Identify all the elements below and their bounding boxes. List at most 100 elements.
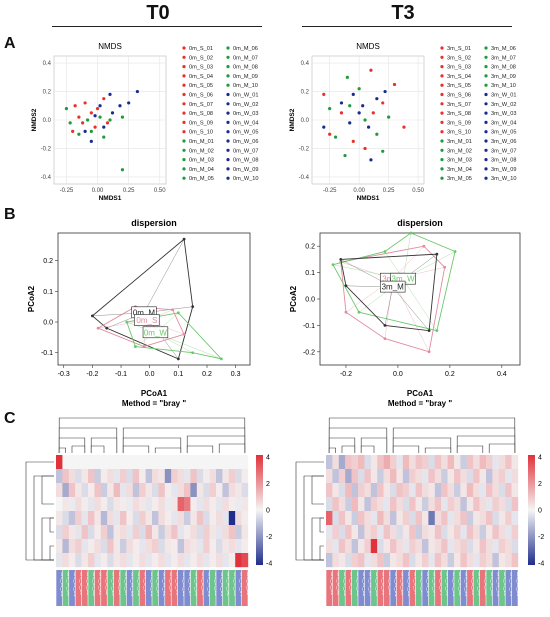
heatmap-cell bbox=[498, 497, 506, 512]
heatmap-cell bbox=[332, 553, 339, 568]
nmds-legend-swatch bbox=[484, 158, 488, 162]
nmds-legend-label: 3m_S_06 bbox=[447, 93, 471, 99]
heatmap-column-label: 3m_W_04 bbox=[425, 572, 431, 597]
nmds-legend-label: 3m_M_10 bbox=[491, 83, 516, 89]
heatmap-cell bbox=[235, 483, 242, 498]
heatmap-column-dendrogram bbox=[71, 445, 86, 453]
heatmap-column-label-bg bbox=[107, 570, 114, 606]
heatmap-column-label-bg bbox=[235, 570, 242, 606]
dispersion-point-green bbox=[125, 320, 129, 324]
heatmap-column-label-bg bbox=[229, 570, 235, 606]
heatmap-cell bbox=[492, 497, 499, 512]
nmds-point-mid bbox=[357, 87, 361, 91]
nmds-legend-label: 3m_S_03 bbox=[447, 65, 471, 71]
nmds-legend-swatch bbox=[440, 167, 444, 171]
heatmap-cell bbox=[370, 455, 378, 470]
heatmap-cell bbox=[447, 497, 455, 512]
nmds-legend-swatch bbox=[440, 74, 444, 78]
heatmap-column-label-bg bbox=[479, 570, 486, 606]
dispersion-ytick-label: -0.1 bbox=[303, 323, 315, 330]
dispersion-point-grey bbox=[435, 252, 439, 256]
heatmap-cell bbox=[434, 497, 442, 512]
heatmap-legend-tick: -4 bbox=[266, 561, 272, 568]
heatmap-cell bbox=[492, 511, 499, 526]
nmds-legend-swatch bbox=[226, 74, 230, 78]
nmds-legend-label: 0m_S_01 bbox=[189, 46, 213, 52]
heatmap-cell bbox=[460, 455, 467, 470]
heatmap-column-label-bg bbox=[499, 570, 505, 606]
heatmap-column-dendrogram bbox=[122, 445, 150, 453]
nmds-legend-swatch bbox=[182, 55, 186, 59]
heatmap-cell bbox=[241, 525, 249, 540]
heatmap-cell bbox=[454, 539, 461, 554]
nmds-ytick-label: -0.2 bbox=[41, 146, 52, 152]
heatmap-cell bbox=[107, 469, 114, 484]
heatmap-column-dendrogram bbox=[392, 445, 420, 453]
heatmap-column-label: 3m_W_05 bbox=[406, 572, 412, 597]
heatmap-column-label-bg bbox=[415, 570, 422, 606]
dispersion-xtick-label: 0.1 bbox=[173, 371, 183, 378]
heatmap-legend-tick: 0 bbox=[266, 508, 270, 515]
nmds-xtick-label: 0.50 bbox=[412, 188, 424, 194]
dispersion-point-green bbox=[133, 345, 137, 348]
nmds-legend-label: 0m_M_10 bbox=[233, 83, 258, 89]
panel-letter-c: C bbox=[4, 410, 16, 427]
heatmap-cell bbox=[222, 511, 229, 526]
heatmap-cell bbox=[222, 525, 229, 540]
heatmap-cell bbox=[190, 497, 197, 512]
heatmap-cell bbox=[196, 483, 204, 498]
nmds-point-root bbox=[322, 125, 326, 129]
heatmap-cell bbox=[396, 539, 403, 554]
heatmap-column-label: 0m_S_04 bbox=[168, 572, 174, 595]
nmds-point-soil bbox=[77, 115, 81, 119]
heatmap-cell bbox=[434, 525, 442, 540]
heatmap-cell bbox=[358, 539, 365, 554]
heatmap-column-label: 0m_M_06 bbox=[194, 572, 200, 596]
heatmap-cell bbox=[94, 483, 101, 498]
nmds-legend-label: 0m_S_02 bbox=[189, 55, 213, 61]
nmds-point-mid bbox=[102, 135, 106, 139]
heatmap-column-label: 3m_M_06 bbox=[374, 572, 380, 596]
nmds-point-root bbox=[366, 125, 371, 129]
heatmap-cell bbox=[505, 455, 512, 470]
nmds-legend-swatch bbox=[182, 74, 186, 78]
heatmap-cell bbox=[241, 553, 249, 568]
heatmap-cell bbox=[415, 511, 423, 526]
heatmap-cell bbox=[338, 497, 346, 512]
nmds-legend-label: 0m_M_07 bbox=[233, 55, 258, 61]
heatmap-cell bbox=[126, 483, 133, 498]
heatmap-cell bbox=[428, 539, 435, 554]
heatmap-cell bbox=[383, 511, 391, 526]
heatmap-cell bbox=[370, 553, 378, 568]
heatmap-column-dendrogram bbox=[186, 445, 214, 453]
heatmap-cell bbox=[473, 497, 480, 512]
heatmap-cell bbox=[460, 539, 467, 554]
heatmap-cell bbox=[409, 469, 416, 484]
nmds-ylabel: NMDS2 bbox=[289, 108, 296, 131]
heatmap-cell bbox=[152, 497, 159, 512]
nmds-point-soil bbox=[102, 97, 106, 101]
nmds-point-mid bbox=[64, 107, 69, 111]
heatmap-legend-tick: 0 bbox=[538, 508, 542, 515]
heatmap-cell bbox=[216, 525, 223, 540]
heatmap-column-label-bg bbox=[492, 570, 499, 606]
heatmap-column-label-bg bbox=[120, 570, 127, 606]
heatmap-cell bbox=[390, 553, 397, 568]
heatmap-column-label-bg bbox=[203, 570, 210, 606]
heatmap-cell bbox=[152, 455, 159, 470]
heatmap-column-label: 0m_S_06 bbox=[174, 572, 180, 595]
heatmap-cell bbox=[100, 525, 108, 540]
dispersion-point-grey bbox=[339, 258, 343, 261]
heatmap-cell bbox=[177, 483, 185, 498]
heatmap-cell bbox=[486, 469, 493, 484]
heatmap-column-label: 3m_W_07 bbox=[368, 572, 374, 597]
heatmap-cell bbox=[171, 511, 178, 526]
heatmap-cell bbox=[216, 553, 223, 568]
heatmap-cell bbox=[409, 483, 416, 498]
heatmap-cell bbox=[473, 539, 480, 554]
heatmap-cell bbox=[479, 469, 487, 484]
heatmap-cell bbox=[441, 525, 448, 540]
dispersion-point-pink bbox=[443, 265, 447, 269]
heatmap-column-label: 0m_S_01 bbox=[98, 572, 104, 595]
nmds-point-mid bbox=[363, 118, 367, 122]
